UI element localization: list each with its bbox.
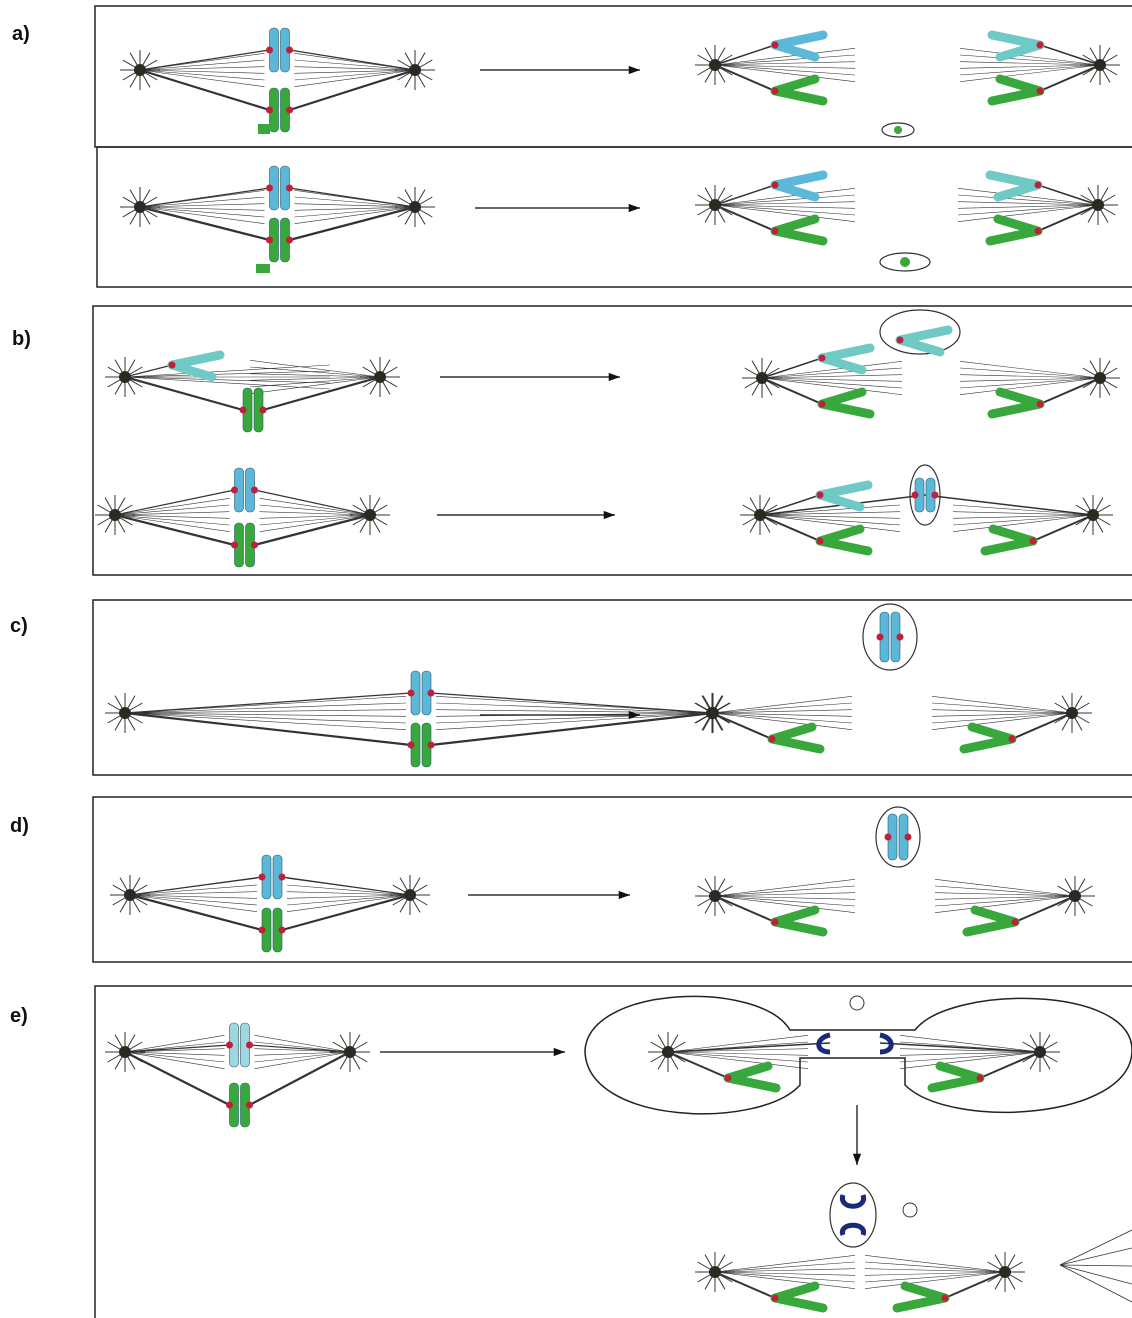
centrosome — [119, 1046, 131, 1058]
centrosome — [1094, 372, 1106, 384]
kinetochore — [266, 237, 273, 244]
kinetochore — [266, 185, 273, 192]
kinetochore — [725, 1075, 732, 1082]
kinetochore — [246, 1102, 253, 1109]
kinetochore — [817, 538, 824, 545]
kinetochore — [1037, 42, 1044, 49]
kinetochore — [259, 874, 266, 881]
centrosome — [109, 509, 121, 521]
centrosome — [1094, 59, 1106, 71]
kinetochore — [286, 107, 293, 114]
centrosome — [754, 509, 766, 521]
kinetochore — [259, 927, 266, 934]
centrosome — [706, 707, 718, 719]
centrosome — [709, 59, 721, 71]
centrosome — [1069, 890, 1081, 902]
kinetochore — [251, 542, 258, 549]
panel-label: d) — [10, 815, 29, 837]
centrosome — [1087, 509, 1099, 521]
figure: a) b) c) d) e) — [0, 0, 1132, 1318]
kinetochore — [817, 492, 824, 499]
kinetochore — [877, 634, 884, 641]
centrosome — [134, 201, 146, 213]
kinetochore — [408, 690, 415, 697]
kinetochore — [226, 1042, 233, 1049]
kinetochore — [266, 107, 273, 114]
kinetochore — [772, 42, 779, 49]
centrosome — [409, 201, 421, 213]
centrosome — [134, 64, 146, 76]
kinetochore — [286, 237, 293, 244]
kinetochore — [169, 362, 176, 369]
kinetochore — [279, 927, 286, 934]
kinetochore — [408, 742, 415, 749]
kinetochore — [905, 834, 912, 841]
centrosome — [364, 509, 376, 521]
kinetochore — [1035, 228, 1042, 235]
kinetochore — [772, 182, 779, 189]
kinetochore — [885, 834, 892, 841]
panel-label: a) — [12, 23, 30, 45]
centrosome — [119, 371, 131, 383]
kinetochore — [1009, 736, 1016, 743]
panel-label: b) — [12, 328, 31, 350]
fragment — [894, 126, 902, 134]
kinetochore — [286, 185, 293, 192]
kinetochore — [286, 47, 293, 54]
kinetochore — [977, 1075, 984, 1082]
kinetochore — [932, 492, 939, 499]
centrosome — [124, 889, 136, 901]
kinetochore — [251, 487, 258, 494]
kinetochore — [772, 919, 779, 926]
kinetochore — [226, 1102, 233, 1109]
kinetochore — [897, 634, 904, 641]
centrosome — [709, 1266, 721, 1278]
kinetochore — [279, 874, 286, 881]
centrosome — [409, 64, 421, 76]
background — [0, 0, 1132, 1318]
centrosome — [709, 890, 721, 902]
kinetochore — [246, 1042, 253, 1049]
centrosome — [1092, 199, 1104, 211]
centrosome — [756, 372, 768, 384]
kinetochore — [260, 407, 267, 414]
kinetochore — [240, 407, 247, 414]
fragment — [258, 124, 270, 134]
fragment — [900, 257, 910, 267]
kinetochore — [819, 355, 826, 362]
kinetochore — [231, 542, 238, 549]
kinetochore — [772, 1295, 779, 1302]
centrosome — [344, 1046, 356, 1058]
kinetochore — [1035, 182, 1042, 189]
kinetochore — [769, 736, 776, 743]
kinetochore — [1012, 919, 1019, 926]
fragment — [256, 264, 270, 273]
kinetochore — [428, 690, 435, 697]
kinetochore — [897, 337, 904, 344]
centrosome — [374, 371, 386, 383]
panel-label: e) — [10, 1005, 28, 1027]
kinetochore — [428, 742, 435, 749]
kinetochore — [1037, 88, 1044, 95]
kinetochore — [772, 228, 779, 235]
centrosome — [119, 707, 131, 719]
kinetochore — [266, 47, 273, 54]
centrosome — [1066, 707, 1078, 719]
kinetochore — [231, 487, 238, 494]
kinetochore — [1037, 401, 1044, 408]
centrosome — [709, 199, 721, 211]
kinetochore — [912, 492, 919, 499]
panel-label: c) — [10, 615, 28, 637]
kinetochore — [942, 1295, 949, 1302]
centrosome — [404, 889, 416, 901]
kinetochore — [772, 88, 779, 95]
centrosome — [999, 1266, 1011, 1278]
kinetochore — [819, 401, 826, 408]
kinetochore — [1030, 538, 1037, 545]
